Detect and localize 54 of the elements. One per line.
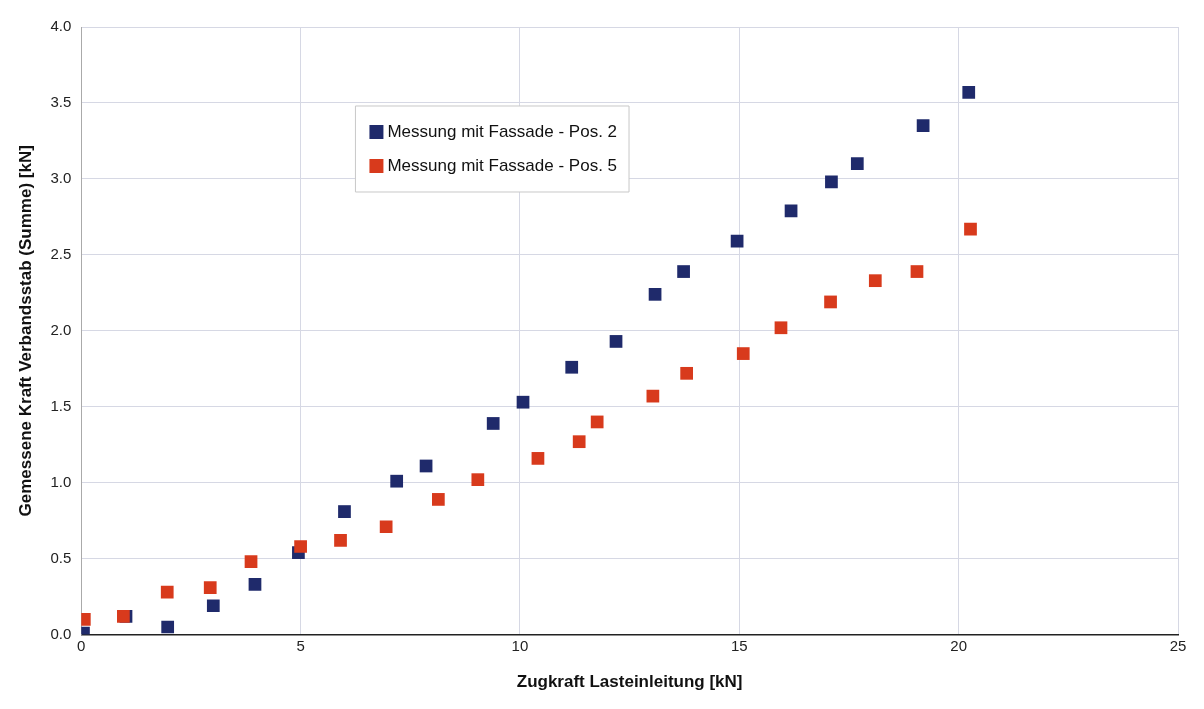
- point: [516, 395, 530, 409]
- point: [338, 505, 351, 518]
- y-tick-label: 2.0: [50, 320, 72, 338]
- point: [160, 585, 174, 599]
- y-tick-label: 3.0: [50, 169, 72, 187]
- y-axis-title: Gemessene Kraft Verbandsstab (Summe) [kN]: [15, 145, 35, 517]
- point: [962, 85, 976, 99]
- y-tick-label: 0.5: [50, 548, 72, 566]
- legend-label: Messung mit Fassade - Pos. 5: [387, 155, 618, 175]
- point: [379, 520, 393, 534]
- point: [390, 474, 404, 488]
- point: [677, 265, 690, 278]
- point: [774, 321, 788, 335]
- point: [824, 295, 837, 309]
- point: [572, 435, 586, 449]
- point: [609, 335, 623, 348]
- y-tick-label: 0.0: [50, 624, 72, 642]
- point: [471, 473, 485, 487]
- point: [248, 578, 262, 591]
- x-tick-label: 0: [77, 636, 86, 654]
- point: [590, 415, 604, 429]
- point: [825, 175, 838, 189]
- x-tick-label: 20: [950, 636, 967, 654]
- y-tick-label: 1.5: [50, 396, 72, 414]
- point: [648, 287, 662, 301]
- point: [964, 222, 977, 236]
- point: [730, 234, 744, 248]
- point: [334, 534, 347, 547]
- point: [910, 265, 924, 278]
- point: [161, 620, 175, 634]
- point: [868, 274, 882, 288]
- point: [486, 417, 500, 430]
- point: [206, 599, 220, 613]
- y-tick-label: 1.0: [50, 472, 72, 490]
- point: [850, 157, 864, 171]
- x-tick-label: 25: [1169, 636, 1187, 654]
- point: [736, 347, 750, 360]
- point: [244, 555, 258, 569]
- legend-label: Messung mit Fassade - Pos. 2: [387, 121, 618, 141]
- x-tick-label: 15: [730, 636, 748, 654]
- x-axis-title: Zugkraft Lasteinleitung [kN]: [516, 672, 743, 692]
- point: [784, 204, 798, 218]
- y-tick-label: 2.5: [50, 244, 72, 262]
- point: [203, 581, 217, 594]
- y-tick-label: 3.5: [50, 93, 72, 111]
- y-tick-label: 4.0: [50, 17, 72, 35]
- point: [431, 493, 445, 506]
- x-tick-label: 5: [296, 636, 305, 654]
- point: [531, 452, 545, 465]
- x-tick-label: 10: [511, 636, 529, 654]
- point: [565, 360, 579, 374]
- point: [916, 119, 930, 133]
- point: [680, 366, 694, 380]
- point: [294, 540, 307, 553]
